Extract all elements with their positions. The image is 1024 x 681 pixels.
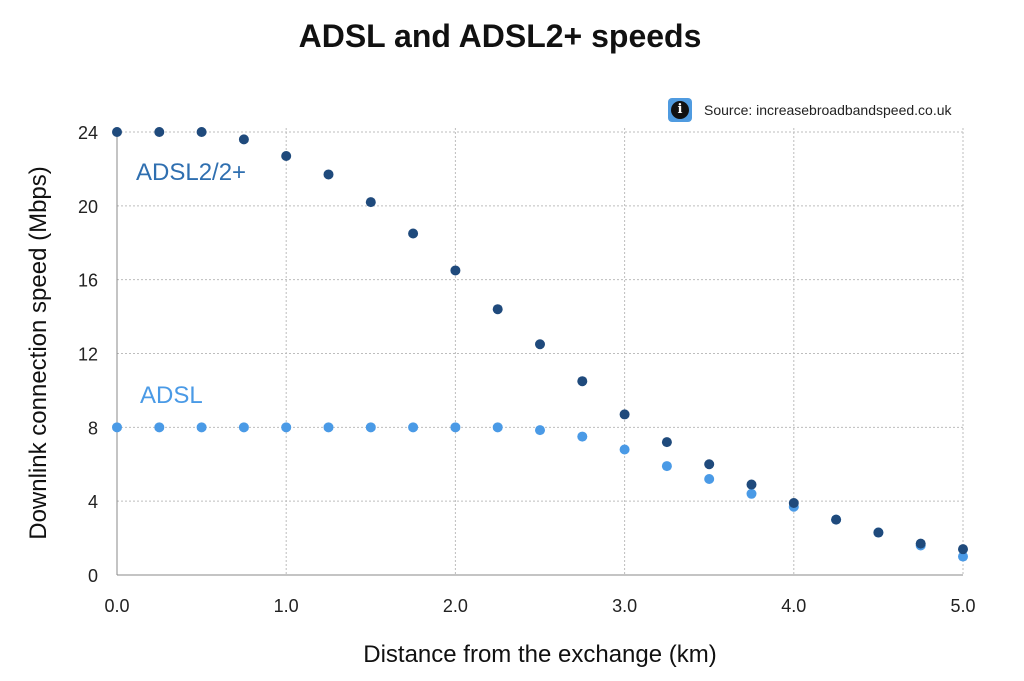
- data-point-adsl2: [196, 127, 207, 137]
- data-point-adsl: [450, 422, 461, 433]
- x-tick-label: 2.0: [443, 596, 468, 616]
- data-point-adsl2: [450, 265, 461, 276]
- data-point-adsl: [958, 551, 968, 562]
- data-point-adsl2: [323, 169, 334, 180]
- data-point-adsl: [746, 488, 757, 499]
- chart-title: ADSL and ADSL2+ speeds: [298, 18, 702, 54]
- x-tick-label: 0.0: [104, 596, 129, 616]
- data-point-adsl: [492, 422, 503, 433]
- data-point-adsl: [238, 422, 249, 433]
- x-tick-label: 3.0: [612, 596, 637, 616]
- data-point-adsl2: [577, 376, 588, 387]
- data-point-adsl2: [873, 527, 884, 538]
- y-tick-label: 12: [78, 345, 98, 365]
- data-point-adsl: [408, 422, 419, 433]
- data-point-adsl2: [704, 459, 715, 470]
- y-tick-label: 0: [88, 566, 98, 586]
- data-point-adsl2: [788, 498, 799, 509]
- data-point-adsl: [154, 422, 165, 433]
- data-point-adsl2: [535, 339, 545, 350]
- x-tick-label: 4.0: [781, 596, 806, 616]
- data-point-adsl: [704, 474, 715, 485]
- data-points: [112, 127, 968, 562]
- data-point-adsl2: [408, 228, 419, 239]
- data-point-adsl2: [619, 409, 630, 420]
- data-point-adsl2: [746, 479, 757, 490]
- source-note: i Source: increasebroadbandspeed.co.uk: [668, 98, 952, 122]
- data-point-adsl: [619, 444, 630, 455]
- data-point-adsl2: [661, 437, 672, 448]
- data-point-adsl2: [492, 304, 503, 315]
- x-tick-label: 1.0: [274, 596, 299, 616]
- y-tick-label: 20: [78, 197, 98, 217]
- axes: [116, 128, 963, 576]
- x-axis-title: Distance from the exchange (km): [363, 641, 716, 668]
- data-point-adsl2: [831, 514, 842, 525]
- data-point-adsl2: [112, 127, 122, 137]
- data-point-adsl: [281, 422, 292, 433]
- source-text: Source: increasebroadbandspeed.co.uk: [704, 102, 952, 118]
- data-point-adsl2: [915, 538, 926, 549]
- data-point-adsl2: [958, 544, 968, 555]
- data-point-adsl: [661, 461, 672, 472]
- data-point-adsl2: [154, 127, 165, 137]
- y-axis-title: Downlink connection speed (Mbps): [25, 166, 52, 540]
- x-tick-label: 5.0: [950, 596, 975, 616]
- info-icon: i: [668, 98, 692, 122]
- data-point-adsl2: [281, 150, 292, 161]
- data-point-adsl2: [365, 197, 376, 208]
- series-label-adsl2: ADSL2/2+: [136, 159, 246, 186]
- data-point-adsl: [112, 422, 122, 433]
- y-tick-label: 16: [78, 271, 98, 291]
- data-point-adsl: [196, 422, 207, 433]
- data-point-adsl: [365, 422, 376, 433]
- series-label-adsl: ADSL: [140, 382, 203, 409]
- y-tick-label: 8: [88, 418, 98, 438]
- data-point-adsl: [535, 425, 545, 436]
- x-tick-labels: 0.0 1.0 2.0 3.0 4.0 5.0: [104, 596, 975, 616]
- y-tick-label: 24: [78, 123, 98, 143]
- data-point-adsl: [577, 431, 588, 442]
- y-tick-label: 4: [88, 492, 98, 512]
- y-tick-labels: 0 4 8 12 16 20 24: [78, 123, 98, 586]
- data-point-adsl2: [238, 134, 249, 145]
- data-point-adsl: [323, 422, 334, 433]
- grid-lines: [117, 128, 964, 575]
